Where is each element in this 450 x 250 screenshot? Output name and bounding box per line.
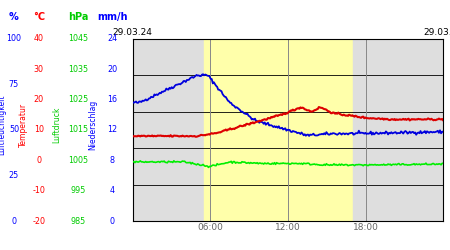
Text: 985: 985	[70, 217, 86, 226]
Text: 50: 50	[9, 126, 19, 134]
Text: 0: 0	[110, 217, 115, 226]
Text: 25: 25	[9, 171, 19, 180]
Text: %: %	[9, 12, 19, 22]
Text: 40: 40	[34, 34, 44, 43]
Text: Luftdruck: Luftdruck	[53, 107, 62, 143]
Text: 1025: 1025	[68, 95, 88, 104]
Text: 20: 20	[34, 95, 44, 104]
Text: 0: 0	[11, 217, 17, 226]
Text: 995: 995	[70, 186, 86, 195]
Text: 30: 30	[34, 65, 44, 74]
Text: 8: 8	[110, 156, 115, 165]
Text: -20: -20	[32, 217, 45, 226]
Text: 1045: 1045	[68, 34, 88, 43]
Text: 24: 24	[108, 34, 117, 43]
Bar	[385, 39, 443, 221]
Text: 12: 12	[108, 126, 117, 134]
Text: 10: 10	[34, 126, 44, 134]
Text: mm/h: mm/h	[97, 12, 128, 22]
Bar	[133, 39, 204, 221]
Text: °C: °C	[33, 12, 45, 22]
Bar	[353, 39, 385, 221]
Text: 4: 4	[110, 186, 115, 195]
Text: 16: 16	[108, 95, 117, 104]
Bar	[204, 39, 353, 221]
Text: 20: 20	[108, 65, 117, 74]
Text: 75: 75	[9, 80, 19, 89]
Text: 100: 100	[6, 34, 22, 43]
Text: 1035: 1035	[68, 65, 88, 74]
Text: -10: -10	[32, 186, 45, 195]
Text: Luftfeuchtigkeit: Luftfeuchtigkeit	[0, 95, 6, 155]
Text: 0: 0	[36, 156, 41, 165]
Text: Temperatur: Temperatur	[19, 103, 28, 147]
Text: 1005: 1005	[68, 156, 88, 165]
Text: hPa: hPa	[68, 12, 88, 22]
Text: 1015: 1015	[68, 126, 88, 134]
Text: Niederschlag: Niederschlag	[89, 100, 98, 150]
